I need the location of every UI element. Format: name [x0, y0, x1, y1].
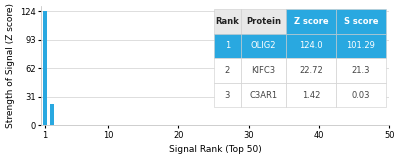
Bar	[50, 104, 54, 125]
Text: C3AR1: C3AR1	[250, 91, 278, 100]
FancyBboxPatch shape	[286, 34, 336, 58]
Text: 3: 3	[225, 91, 230, 100]
FancyBboxPatch shape	[214, 34, 241, 58]
Text: Z score: Z score	[294, 17, 328, 26]
FancyBboxPatch shape	[286, 9, 336, 34]
Text: Rank: Rank	[216, 17, 239, 26]
FancyBboxPatch shape	[214, 83, 241, 107]
Text: Protein: Protein	[246, 17, 281, 26]
Y-axis label: Strength of Signal (Z score): Strength of Signal (Z score)	[6, 3, 14, 128]
Text: 1: 1	[225, 41, 230, 51]
FancyBboxPatch shape	[336, 34, 386, 58]
Text: 0.03: 0.03	[352, 91, 370, 100]
X-axis label: Signal Rank (Top 50): Signal Rank (Top 50)	[169, 145, 262, 154]
Text: 2: 2	[225, 66, 230, 75]
Text: KIFC3: KIFC3	[252, 66, 276, 75]
Text: OLIG2: OLIG2	[251, 41, 276, 51]
FancyBboxPatch shape	[241, 58, 286, 83]
Text: 21.3: 21.3	[352, 66, 370, 75]
Text: 1.42: 1.42	[302, 91, 320, 100]
FancyBboxPatch shape	[336, 9, 386, 34]
FancyBboxPatch shape	[241, 34, 286, 58]
Text: 101.29: 101.29	[346, 41, 375, 51]
Text: 124.0: 124.0	[299, 41, 323, 51]
FancyBboxPatch shape	[336, 58, 386, 83]
FancyBboxPatch shape	[214, 58, 241, 83]
FancyBboxPatch shape	[241, 9, 286, 34]
Text: 22.72: 22.72	[299, 66, 323, 75]
Bar	[43, 11, 47, 125]
FancyBboxPatch shape	[336, 83, 386, 107]
FancyBboxPatch shape	[241, 83, 286, 107]
Text: S score: S score	[344, 17, 378, 26]
FancyBboxPatch shape	[286, 83, 336, 107]
FancyBboxPatch shape	[214, 9, 241, 34]
FancyBboxPatch shape	[286, 58, 336, 83]
